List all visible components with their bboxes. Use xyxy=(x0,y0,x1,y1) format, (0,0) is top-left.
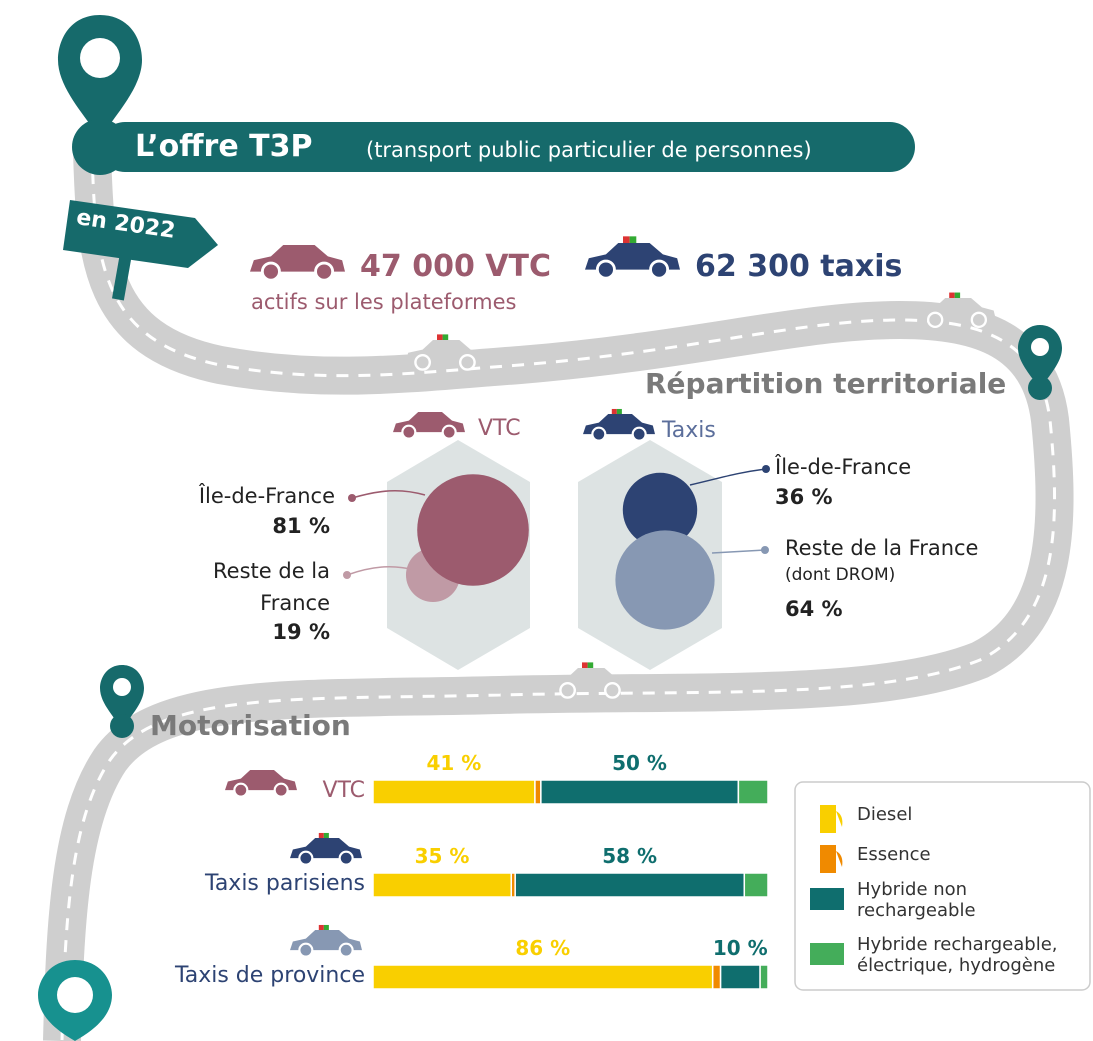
legend-label: Essence xyxy=(857,844,931,865)
legend-icon xyxy=(820,845,843,873)
legend-icon xyxy=(820,805,843,833)
bar-segment xyxy=(719,964,761,990)
car-wheel xyxy=(233,782,249,798)
car-wheel xyxy=(458,353,476,371)
car-wheel xyxy=(401,424,417,440)
bubble xyxy=(615,530,715,630)
bar-label: 41 % xyxy=(426,751,482,775)
car-wheel xyxy=(273,782,289,798)
region-value: 36 % xyxy=(775,485,833,509)
leader-line xyxy=(689,468,767,486)
car-wheel xyxy=(314,261,335,282)
taxi-sign xyxy=(318,832,324,838)
bar-label: 35 % xyxy=(414,844,470,868)
leader-line xyxy=(346,565,416,576)
region-note: (dont DROM) xyxy=(785,565,896,585)
bar-label: 58 % xyxy=(602,844,658,868)
bar-segment xyxy=(743,872,769,898)
car-wheel xyxy=(595,259,616,280)
legend-icon xyxy=(810,888,844,910)
taxi-sign xyxy=(629,236,637,243)
group-label: VTC xyxy=(478,416,521,441)
taxi-sign xyxy=(954,292,961,298)
stat-taxis: 62 300 taxis xyxy=(695,249,903,284)
legend-icon xyxy=(810,943,844,965)
bubble xyxy=(622,472,698,548)
car-wheel xyxy=(649,259,670,280)
car-wheel xyxy=(414,353,431,371)
taxi-sign xyxy=(949,292,955,298)
leader-line xyxy=(351,489,426,499)
leader-dot xyxy=(343,571,351,579)
bubble xyxy=(417,474,529,586)
stat-vtc: 47 000 VTC xyxy=(360,249,551,284)
road xyxy=(43,149,1074,1041)
car-wheel xyxy=(338,850,354,866)
taxi-sign xyxy=(582,662,588,668)
row-label: Taxis parisiens xyxy=(205,871,365,896)
car-wheel xyxy=(631,426,647,442)
year-sign xyxy=(63,200,218,301)
section-title: Répartition territoriale xyxy=(645,367,1007,400)
car-wheel xyxy=(591,426,607,442)
bar-segment xyxy=(514,872,746,898)
taxi-sign xyxy=(623,236,630,243)
car-wheel xyxy=(338,942,354,958)
leader-dot xyxy=(762,465,770,473)
taxi-sign xyxy=(318,924,324,930)
bar-label: 10 % xyxy=(712,936,768,960)
bar-segment xyxy=(711,964,722,990)
car-wheel xyxy=(298,942,314,958)
header-banner xyxy=(58,15,915,175)
car-wheel xyxy=(926,311,944,329)
bar-segment xyxy=(737,779,769,805)
car-wheel xyxy=(260,261,281,282)
region-value: 19 % xyxy=(272,620,330,644)
bar-segment xyxy=(372,779,536,805)
bar-segment xyxy=(759,964,769,990)
title: L’offre T3P xyxy=(135,129,313,164)
legend-box xyxy=(794,781,1091,991)
bar-segment xyxy=(540,779,740,805)
section-title: Motorisation xyxy=(150,709,351,742)
taxi-sign xyxy=(616,408,622,414)
car-wheel xyxy=(559,682,576,699)
bar-label: 86 % xyxy=(515,936,571,960)
region-label: Reste de la France xyxy=(213,559,330,615)
bar-segment xyxy=(372,872,512,898)
region-value: 64 % xyxy=(785,597,843,621)
taxi-sign xyxy=(587,662,594,668)
row-label: Taxis de province xyxy=(174,963,365,988)
group-label: Taxis xyxy=(662,418,716,443)
bar-segment xyxy=(534,779,542,805)
legend-label: Hybride rechargeable, électrique, hydrog… xyxy=(857,934,1058,976)
leader-line xyxy=(711,549,766,554)
taxi-sign xyxy=(323,832,329,838)
subtitle: (transport public particulier de personn… xyxy=(366,138,812,162)
car-wheel xyxy=(604,682,621,699)
taxi-sign xyxy=(437,334,443,340)
region-label: Reste de la France xyxy=(785,536,979,560)
car-wheel xyxy=(441,424,457,440)
region-label: Île-de-France xyxy=(198,484,335,508)
taxi-sign xyxy=(442,334,449,340)
stat-note: actifs sur les plateformes xyxy=(251,290,517,314)
leader-dot xyxy=(348,494,356,502)
leader-dot xyxy=(761,546,769,554)
legend-label: Hybride non rechargeable xyxy=(857,879,976,921)
car-wheel xyxy=(970,311,988,329)
legend-label: Diesel xyxy=(857,804,913,825)
bar-label: 50 % xyxy=(612,751,667,775)
taxi-sign xyxy=(323,924,329,930)
bar-segment xyxy=(372,964,714,990)
region-label: Île-de-France xyxy=(775,455,912,479)
taxi-sign xyxy=(611,408,617,414)
row-label: VTC xyxy=(322,778,365,803)
pins xyxy=(38,325,1062,1041)
car-wheel xyxy=(298,850,314,866)
region-value: 81 % xyxy=(272,514,330,538)
